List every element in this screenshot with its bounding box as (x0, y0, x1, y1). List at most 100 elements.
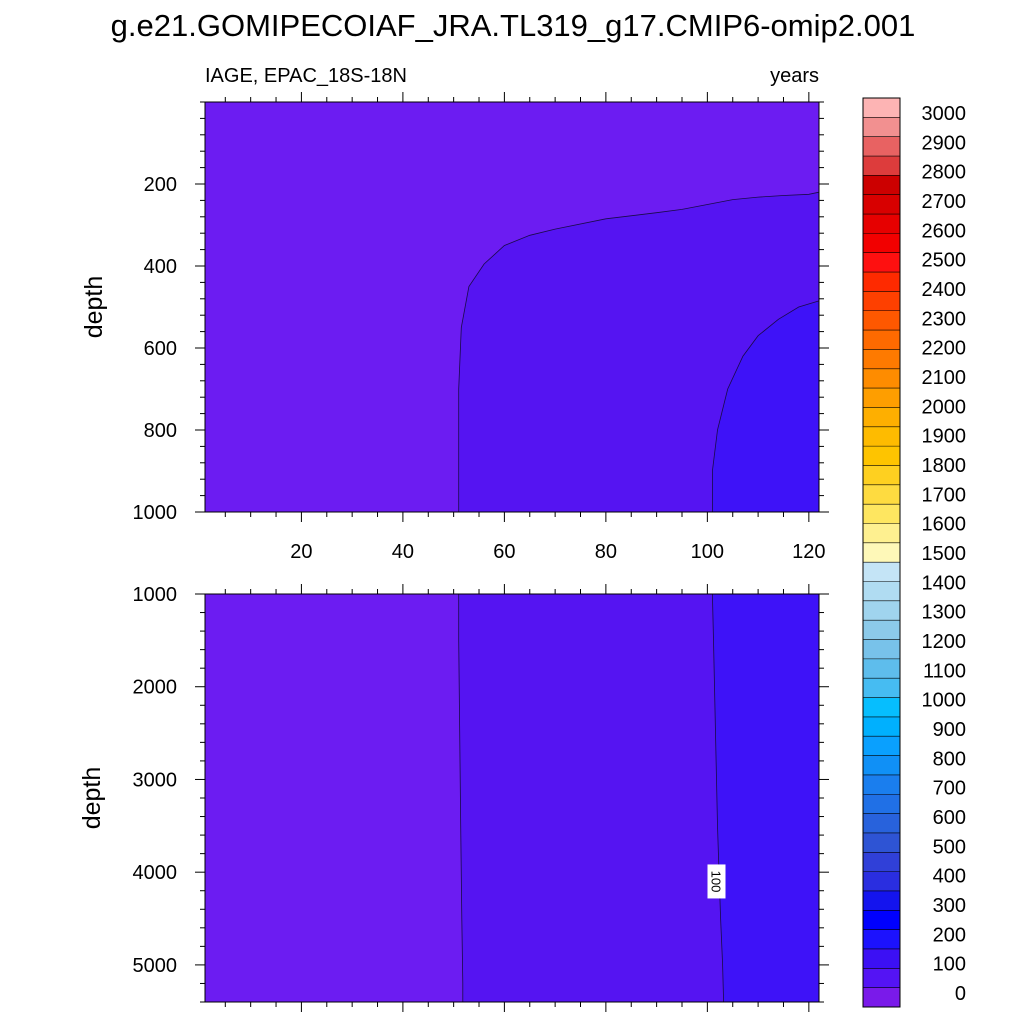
colorbar-label: 1600 (922, 514, 967, 536)
upper-ytick-label: 400 (144, 256, 177, 278)
colorbar-swatch (863, 310, 900, 331)
colorbar-swatch (863, 349, 900, 370)
upper-panel: 20 40 60 80 100 120 200 400 600 800 1000 (133, 92, 829, 563)
upper-contour-100 (712, 300, 820, 512)
colorbar-swatch (863, 852, 900, 873)
colorbar-swatch (863, 736, 900, 756)
lower-ytick-label: 5000 (133, 955, 178, 977)
colorbar-swatch (863, 832, 900, 853)
colorbar-swatch (863, 755, 900, 776)
colorbar-label: 1100 (923, 660, 966, 682)
colorbar-swatch (863, 136, 900, 157)
lower-y-axis-label: depth (78, 767, 106, 830)
colorbar-swatch (863, 388, 900, 408)
lower-contour-100 (712, 593, 724, 1003)
colorbar-label: 1700 (922, 484, 967, 506)
colorbar-swatch (863, 252, 900, 273)
upper-ytick-label: 1000 (133, 502, 178, 524)
colorbar-swatch (863, 678, 900, 698)
colorbar-label: 1800 (922, 455, 967, 477)
upper-xtick-label: 40 (392, 541, 414, 563)
lower-contour-50 (458, 594, 464, 1002)
colorbar-label: 400 (933, 866, 966, 888)
colorbar-label: 2900 (922, 132, 967, 154)
colorbar-swatch (863, 465, 900, 486)
colorbar-swatch (863, 794, 900, 814)
colorbar-label: 1500 (922, 543, 967, 565)
colorbar-swatch (863, 716, 900, 737)
colorbar-frame (862, 97, 901, 1008)
colorbar-swatch (863, 156, 900, 176)
colorbar-label: 200 (933, 924, 966, 946)
colorbar-swatch (863, 523, 900, 544)
upper-left-string: IAGE, EPAC_18S-18N (205, 65, 407, 87)
colorbar-swatch (863, 426, 900, 447)
colorbar-swatch (863, 446, 900, 466)
colorbar-label: 800 (933, 748, 966, 770)
colorbar-swatch (863, 581, 900, 602)
colorbar-swatch (863, 562, 900, 582)
lower-panel: 1000 2000 3000 4000 5000 100 (133, 584, 829, 1012)
colorbar-swatch (863, 330, 900, 350)
colorbar-label: 500 (933, 836, 966, 858)
colorbar-label: 2000 (922, 396, 967, 418)
colorbar-swatch (863, 542, 900, 563)
colorbar-label: 2100 (922, 367, 967, 389)
colorbar-swatch (863, 194, 900, 215)
lower-contour-label-box: 100 (707, 864, 726, 899)
colorbar-label: 2700 (922, 191, 967, 213)
upper-xtick-label: 60 (493, 541, 515, 563)
colorbar: 3000290028002700260025002400230022002100… (862, 97, 967, 1008)
colorbar-swatch (863, 948, 900, 969)
upper-contour-50 (458, 191, 820, 512)
lower-ytick-label: 3000 (133, 769, 178, 791)
colorbar-label: 2400 (922, 279, 967, 301)
upper-y-axis-label: depth (80, 276, 108, 339)
colorbar-label: 1200 (922, 631, 967, 653)
colorbar-swatch (863, 910, 900, 931)
colorbar-label: 900 (933, 719, 966, 741)
colorbar-label: 2600 (922, 220, 967, 242)
colorbar-swatch (863, 504, 900, 524)
colorbar-label: 2800 (922, 162, 967, 184)
colorbar-label: 0 (955, 983, 966, 1005)
upper-xtick-label: 100 (691, 541, 724, 563)
colorbar-swatch (863, 987, 900, 1008)
colorbar-swatch (863, 658, 900, 679)
colorbar-swatch (863, 233, 900, 254)
upper-xtick-label: 20 (290, 541, 312, 563)
colorbar-swatch (863, 871, 900, 892)
colorbar-swatch (863, 697, 900, 718)
colorbar-swatch (863, 407, 900, 428)
colorbar-label: 3000 (922, 103, 967, 125)
upper-ytick-label: 200 (144, 174, 177, 196)
upper-fill-gt100 (712, 300, 819, 512)
colorbar-label: 2500 (922, 250, 967, 272)
colorbar-swatch (863, 968, 900, 989)
colorbar-swatch (863, 98, 900, 118)
colorbar-swatch (863, 639, 900, 660)
colorbar-swatch (863, 368, 900, 389)
colorbar-swatch (863, 484, 900, 505)
colorbar-swatch (863, 600, 900, 621)
colorbar-label: 1900 (922, 426, 967, 448)
colorbar-swatch (863, 929, 900, 950)
lower-ytick-label: 2000 (133, 677, 178, 699)
upper-ytick-label: 800 (144, 420, 177, 442)
colorbar-label: 700 (933, 778, 966, 800)
lower-contour-label: 100 (708, 871, 723, 893)
colorbar-label: 100 (933, 954, 966, 976)
colorbar-swatch (863, 214, 900, 234)
colorbar-swatch (863, 813, 900, 834)
colorbar-swatch (863, 272, 900, 292)
colorbar-label: 1300 (922, 602, 967, 624)
colorbar-label: 1000 (922, 690, 967, 712)
upper-right-string: years (770, 65, 819, 87)
colorbar-label: 600 (933, 807, 966, 829)
figure-title: g.e21.GOMIPECOIAF_JRA.TL319_g17.CMIP6-om… (111, 8, 916, 43)
colorbar-label: 1400 (922, 572, 967, 594)
upper-ytick-label: 600 (144, 338, 177, 360)
colorbar-swatch (863, 175, 900, 196)
colorbar-label: 2300 (922, 308, 967, 330)
